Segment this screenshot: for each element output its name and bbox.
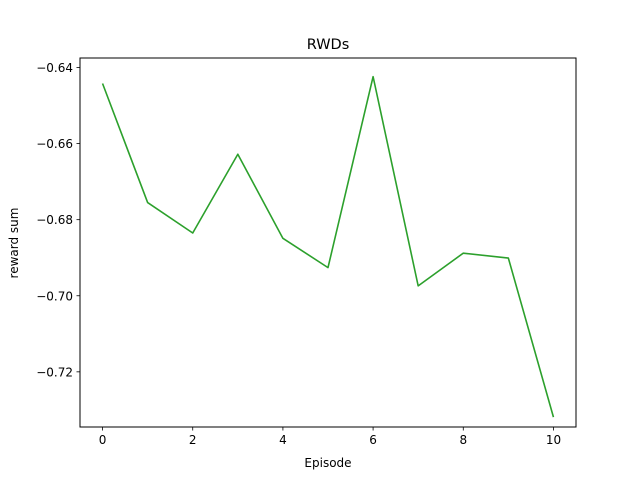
y-axis-label: reward sum: [7, 208, 21, 279]
x-tick-label: 4: [279, 433, 287, 447]
ticks-layer: 0 2 4 6 8 10 −0.64 −0.66 −0.68 −0.70 −0.72: [36, 61, 561, 447]
y-tick-label: −0.68: [36, 213, 73, 227]
y-tick-label: −0.66: [36, 137, 73, 151]
x-tick-label: 6: [369, 433, 377, 447]
y-tick-label: −0.64: [36, 61, 73, 75]
series-layer: [101, 75, 555, 418]
reward-sum-line: [101, 75, 555, 418]
plot-area-frame: [79, 57, 577, 428]
x-tick-label: 0: [99, 433, 107, 447]
x-axis-label: Episode: [304, 456, 351, 470]
x-tick-label: 10: [546, 433, 561, 447]
chart-title: RWDs: [307, 37, 350, 53]
x-tick-label: 8: [459, 433, 467, 447]
y-tick-label: −0.70: [36, 289, 73, 303]
x-tick-label: 2: [189, 433, 197, 447]
y-tick-label: −0.72: [36, 365, 73, 379]
